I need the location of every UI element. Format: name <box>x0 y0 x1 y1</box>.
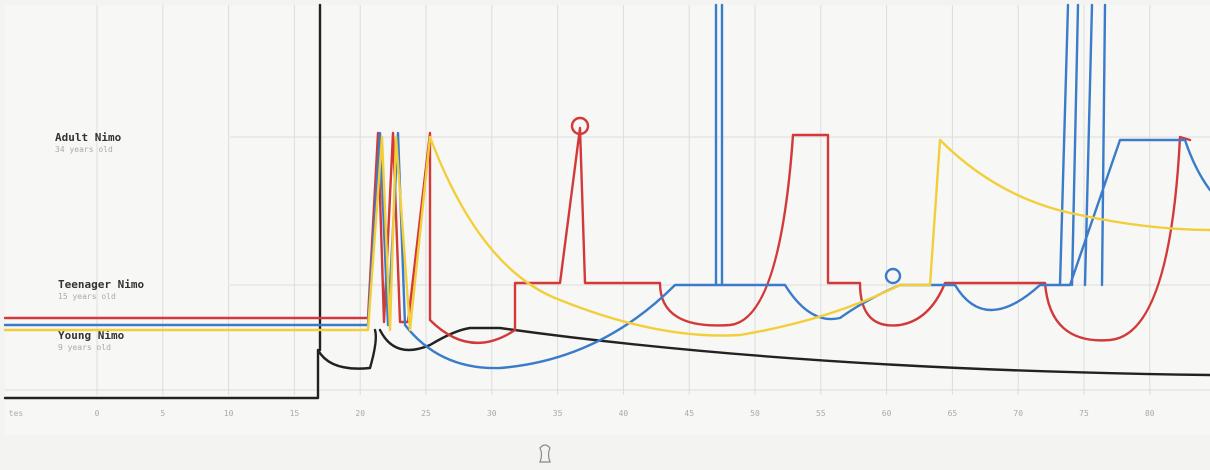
tick-label: 75 <box>1079 409 1089 418</box>
tick-label: 65 <box>948 409 958 418</box>
label-age: 34 years old <box>55 145 113 154</box>
label-name: Teenager Nimo <box>58 278 144 291</box>
photo: Adult Nimo 34 years old Teenager Nimo 15… <box>0 0 1210 470</box>
tick-label: 50 <box>750 409 760 418</box>
tick-label: 70 <box>1013 409 1023 418</box>
label-name: Adult Nimo <box>55 131 122 144</box>
label-age: 9 years old <box>58 343 111 352</box>
label-age: 15 years old <box>58 292 116 301</box>
tick-label: 40 <box>619 409 629 418</box>
tick-label: tes <box>9 409 24 418</box>
tick-label: 20 <box>355 409 365 418</box>
tick-label: 5 <box>160 409 165 418</box>
tick-label: 30 <box>487 409 497 418</box>
tick-label: 15 <box>290 409 300 418</box>
tick-label: 10 <box>224 409 234 418</box>
tick-label: 45 <box>684 409 694 418</box>
tick-label: 25 <box>421 409 431 418</box>
tick-label: 35 <box>553 409 563 418</box>
tick-label: 80 <box>1145 409 1155 418</box>
tick-label: 60 <box>882 409 892 418</box>
tick-label: 0 <box>95 409 100 418</box>
tick-label: 55 <box>816 409 826 418</box>
